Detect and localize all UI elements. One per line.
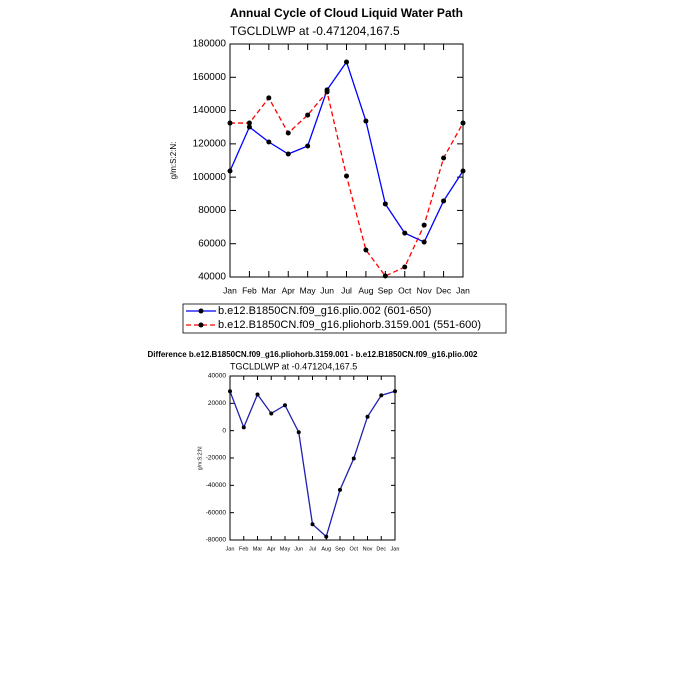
legend-label: b.e12.B1850CN.f09_g16.pliohorb.3159.001 … <box>218 319 481 331</box>
legend-label: b.e12.B1850CN.f09_g16.plio.002 (601-650) <box>218 305 431 317</box>
data-point <box>269 411 274 416</box>
data-point <box>283 403 287 408</box>
x-tick-label: May <box>280 547 291 553</box>
data-point <box>255 392 260 397</box>
plot-frame <box>229 43 464 278</box>
x-tick-label: Jun <box>320 285 334 295</box>
y-tick-label: -80000 <box>206 537 227 544</box>
data-point <box>227 168 233 174</box>
data-point <box>296 430 301 435</box>
x-tick-label: Oct <box>398 285 412 295</box>
data-point <box>227 120 233 126</box>
data-point <box>382 201 388 207</box>
data-point <box>305 143 311 149</box>
data-point <box>363 247 369 253</box>
y-tick-label: 40000 <box>198 272 226 283</box>
data-point <box>246 120 252 126</box>
legend-box <box>182 303 507 334</box>
data-point <box>421 239 427 245</box>
y-tick-label: 140000 <box>193 105 227 116</box>
x-tick-label: Aug <box>358 285 373 295</box>
x-tick-label: Apr <box>267 547 276 553</box>
data-point <box>402 230 408 236</box>
x-tick-label: Oct <box>349 547 358 553</box>
data-point <box>266 95 272 101</box>
y-tick-label: -60000 <box>206 509 227 516</box>
data-point <box>379 393 384 398</box>
x-tick-label: Jan <box>456 285 470 295</box>
data-point <box>285 151 291 157</box>
data-point <box>344 59 349 65</box>
data-point <box>305 112 311 118</box>
data-point <box>402 264 408 270</box>
y-tick-label: -40000 <box>206 482 227 489</box>
data-point <box>441 198 447 204</box>
x-tick-label: Feb <box>239 547 249 553</box>
x-tick-label: Mar <box>253 547 263 553</box>
data-point <box>365 414 370 419</box>
data-point <box>441 155 447 161</box>
data-point <box>382 273 388 279</box>
data-line <box>229 390 396 538</box>
legend-marker <box>198 308 204 314</box>
data-point <box>351 456 356 461</box>
data-point <box>460 120 466 126</box>
chart-subtitle: TGCLDLWP at -0.471204,167.5 <box>230 24 400 38</box>
chart-title: Difference b.e12.B1850CN.f09_g16.pliohor… <box>148 350 478 359</box>
chart-title: Annual Cycle of Cloud Liquid Water Path <box>230 6 463 20</box>
x-tick-label: Nov <box>363 547 373 553</box>
data-point <box>324 534 329 539</box>
data-point <box>363 118 369 124</box>
data-point <box>241 425 246 430</box>
data-line <box>229 60 464 243</box>
y-tick-label: 120000 <box>193 138 227 149</box>
y-tick-label: 80000 <box>198 205 226 216</box>
data-point <box>460 168 466 174</box>
data-point <box>338 487 342 492</box>
y-tick-label: 0 <box>222 427 226 434</box>
x-tick-label: Sep <box>335 547 345 553</box>
x-tick-label: Jul <box>341 285 352 295</box>
data-point <box>324 89 330 95</box>
data-point <box>285 130 291 136</box>
x-tick-label: Jul <box>309 547 316 553</box>
y-tick-label: 20000 <box>208 400 226 407</box>
x-tick-label: Mar <box>262 285 277 295</box>
y-tick-label: 160000 <box>193 72 227 83</box>
x-tick-label: Dec <box>376 547 386 553</box>
data-line <box>230 90 464 277</box>
x-tick-label: Jan <box>223 285 237 295</box>
data-point <box>421 222 427 228</box>
data-point <box>393 389 397 394</box>
data-point <box>228 389 232 394</box>
y-tick-label: 180000 <box>193 39 227 50</box>
x-tick-label: Apr <box>282 285 295 295</box>
y-tick-label: 40000 <box>208 373 226 380</box>
legend-marker <box>198 322 204 328</box>
x-tick-label: Feb <box>242 285 257 295</box>
x-tick-label: Jan <box>226 547 235 553</box>
y-tick-label: 60000 <box>198 238 226 249</box>
data-point <box>310 522 315 527</box>
x-tick-label: Dec <box>436 285 452 295</box>
x-tick-label: Aug <box>321 547 331 553</box>
x-tick-label: Sep <box>378 285 393 295</box>
data-point <box>266 139 272 145</box>
y-tick-label: 100000 <box>193 172 227 183</box>
y-axis-label: g/m:S:2:N: <box>197 446 203 471</box>
plot-frame <box>229 375 396 541</box>
data-point <box>344 173 349 179</box>
x-tick-label: Nov <box>417 285 433 295</box>
data-point <box>246 124 252 130</box>
y-tick-label: -20000 <box>206 455 227 462</box>
x-tick-label: Jan <box>391 547 400 553</box>
y-axis-label: g/m:S:2:N: <box>169 142 178 180</box>
chart-subtitle: TGCLDLWP at -0.471204,167.5 <box>230 361 357 371</box>
x-tick-label: May <box>300 285 317 295</box>
x-tick-label: Jun <box>294 547 303 553</box>
